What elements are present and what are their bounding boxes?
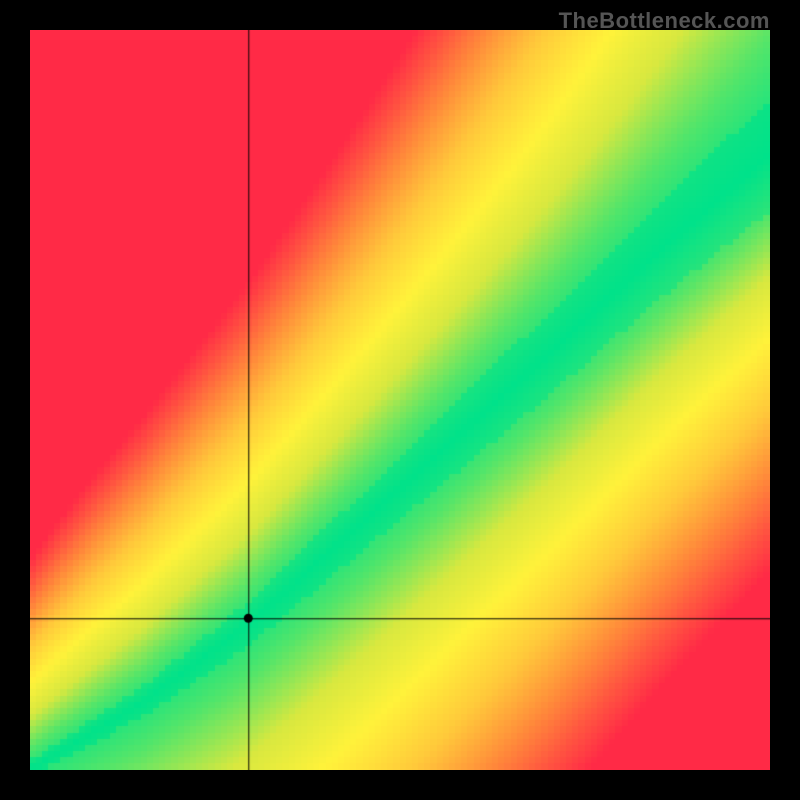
chart-container [30, 30, 770, 770]
watermark-text: TheBottleneck.com [559, 8, 770, 34]
page-root: TheBottleneck.com [0, 0, 800, 800]
bottleneck-heatmap [30, 30, 770, 770]
